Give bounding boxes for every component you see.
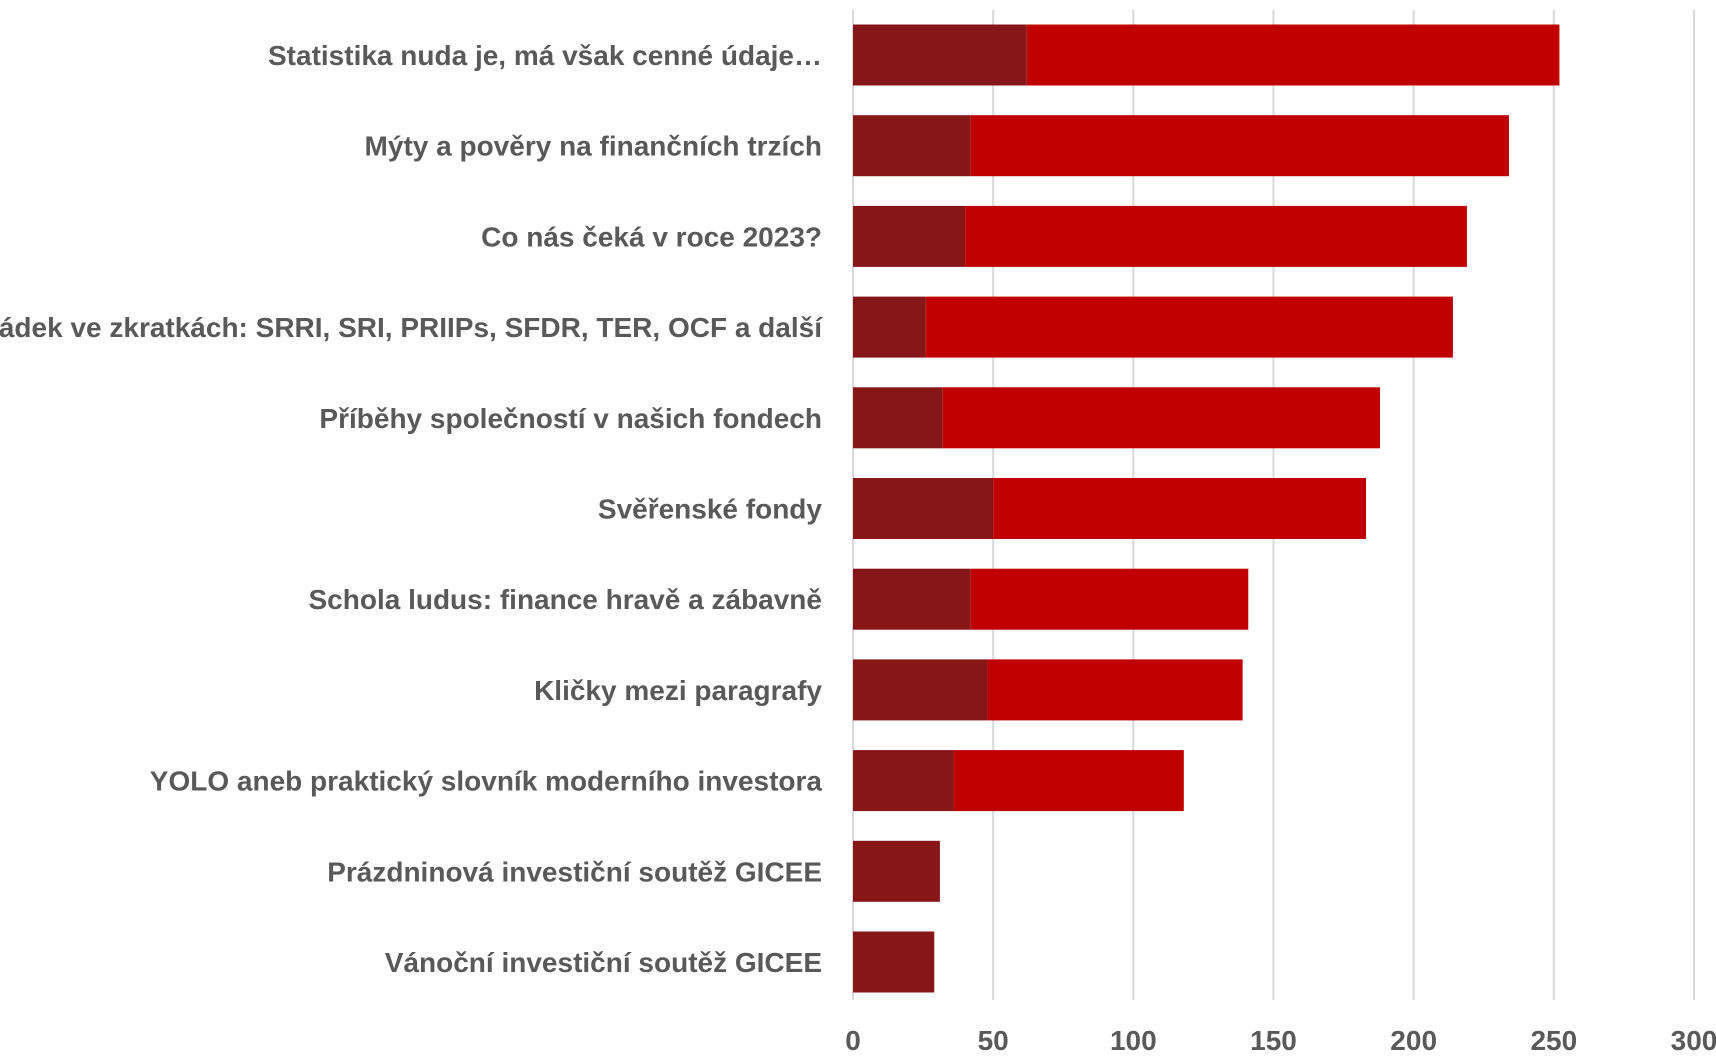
bar-segment-series-2 bbox=[1026, 24, 1560, 86]
bar-segment-series-2 bbox=[953, 750, 1184, 812]
bar-segment-series-1 bbox=[853, 205, 966, 267]
category-label: Svěřenské fondy bbox=[598, 494, 823, 525]
x-tick-label: 0 bbox=[845, 1025, 861, 1056]
bar-segment-series-2 bbox=[970, 568, 1249, 630]
x-tick-label: 300 bbox=[1671, 1025, 1716, 1056]
bar-segment-series-2 bbox=[970, 115, 1509, 177]
x-tick-label: 50 bbox=[978, 1025, 1009, 1056]
category-label: Mýty a pověry na finančních trzích bbox=[365, 131, 822, 162]
bar-segment-series-1 bbox=[853, 840, 940, 902]
category-label: Schola ludus: finance hravě a zábavně bbox=[308, 584, 822, 615]
category-label: Prázdninová investiční soutěž GICEE bbox=[327, 856, 822, 887]
bar-segment-series-1 bbox=[853, 568, 971, 630]
category-label: YOLO aneb praktický slovník moderního in… bbox=[150, 766, 823, 797]
bar-segment-series-2 bbox=[925, 296, 1453, 358]
bar-segment-series-2 bbox=[993, 478, 1367, 539]
bar-segment-series-1 bbox=[853, 750, 954, 812]
bar-segment-series-1 bbox=[853, 659, 988, 721]
bar-segment-series-2 bbox=[987, 659, 1243, 721]
bar-segment-series-1 bbox=[853, 296, 926, 358]
x-tick-label: 100 bbox=[1110, 1025, 1157, 1056]
x-tick-label: 250 bbox=[1530, 1025, 1577, 1056]
bar-segment-series-1 bbox=[853, 115, 971, 177]
bars bbox=[853, 24, 1560, 993]
category-label: Příběhy společností v našich fondech bbox=[319, 403, 822, 434]
x-tick-labels: 0 50 100 150 200 250 300 bbox=[845, 1025, 1716, 1056]
category-label: Kličky mezi paragrafy bbox=[534, 675, 822, 706]
bar-segment-series-1 bbox=[853, 478, 994, 539]
bar-segment-series-2 bbox=[965, 205, 1467, 267]
bar-segment-series-1 bbox=[853, 387, 943, 449]
category-label: Vánoční investiční soutěž GICEE bbox=[385, 947, 822, 978]
category-label: Pořádek ve zkratkách: SRRI, SRI, PRIIPs,… bbox=[0, 312, 823, 343]
x-tick-label: 200 bbox=[1390, 1025, 1437, 1056]
bar-segment-series-1 bbox=[853, 24, 1027, 86]
x-tick-label: 150 bbox=[1250, 1025, 1297, 1056]
bar-segment-series-1 bbox=[853, 931, 935, 993]
category-labels: Statistika nuda je, má však cenné údaje…… bbox=[0, 40, 823, 978]
category-label: Statistika nuda je, má však cenné údaje… bbox=[268, 40, 822, 71]
category-label: Co nás čeká v roce 2023? bbox=[481, 221, 822, 252]
bar-segment-series-2 bbox=[942, 387, 1381, 449]
